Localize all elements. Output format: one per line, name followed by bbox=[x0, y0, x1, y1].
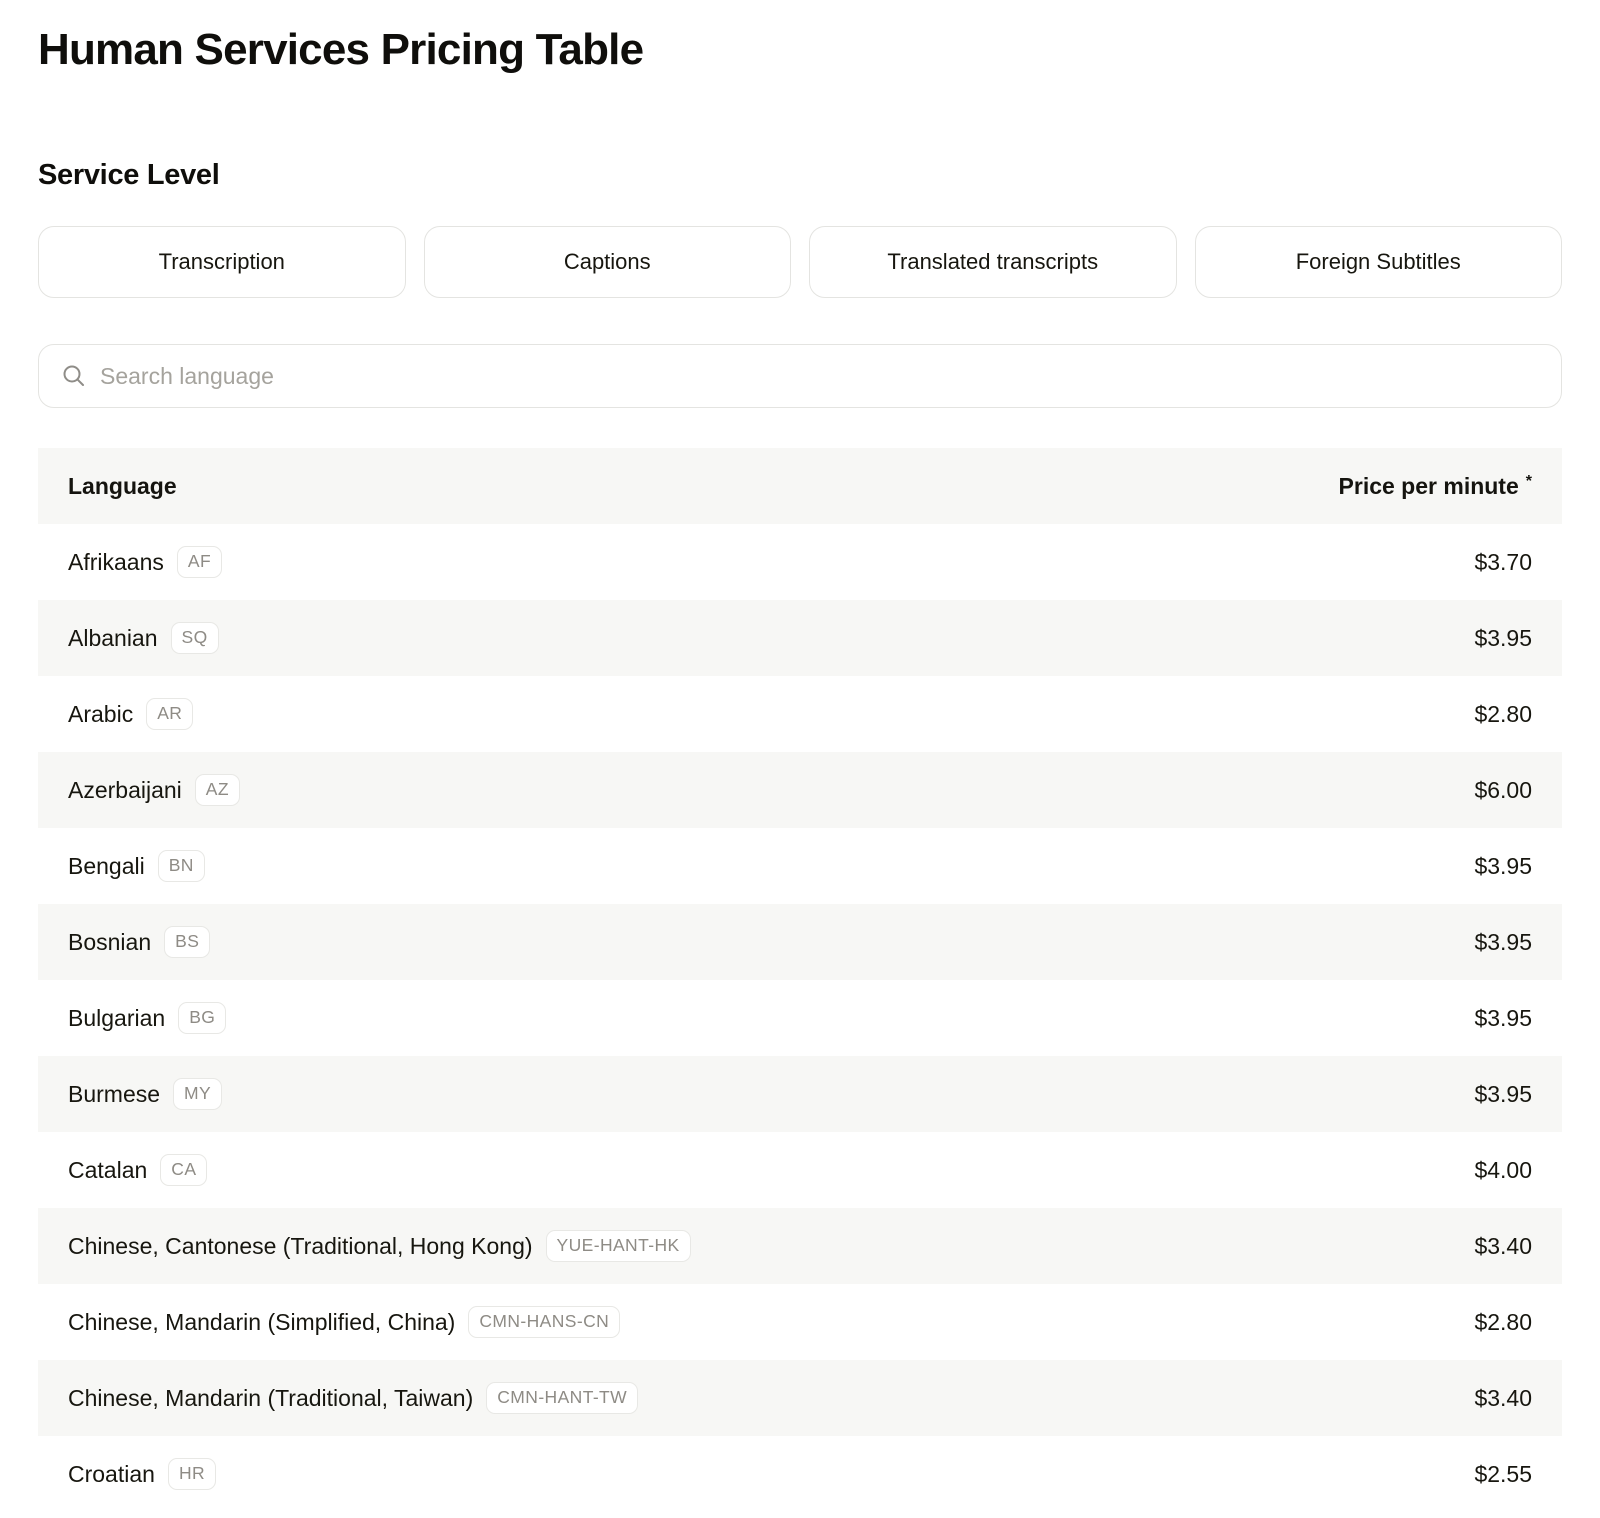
price-value: $3.40 bbox=[1474, 1232, 1532, 1259]
language-cell: Chinese, Cantonese (Traditional, Hong Ko… bbox=[68, 1229, 1474, 1263]
language-cell: Bengali BN bbox=[68, 849, 1474, 883]
language-name: Chinese, Mandarin (Simplified, China) bbox=[68, 1308, 456, 1335]
language-cell: Chinese, Mandarin (Simplified, China) CM… bbox=[68, 1305, 1474, 1339]
price-value: $3.95 bbox=[1474, 852, 1532, 879]
pricing-table-header: Language Price per minute * bbox=[38, 448, 1562, 525]
language-code-badge: AR bbox=[146, 697, 194, 731]
language-code-badge: CA bbox=[160, 1153, 208, 1187]
language-cell: Afrikaans AF bbox=[68, 545, 1474, 579]
language-code-badge: SQ bbox=[170, 621, 219, 655]
price-value: $2.80 bbox=[1474, 1308, 1532, 1335]
language-name: Arabic bbox=[68, 700, 134, 727]
price-value: $3.95 bbox=[1474, 928, 1532, 955]
search-bar bbox=[38, 344, 1562, 409]
language-cell: Azerbaijani AZ bbox=[68, 773, 1474, 807]
tab-foreign-subtitles[interactable]: Foreign Subtitles bbox=[1194, 226, 1562, 299]
pricing-table: Language Price per minute * Afrikaans AF … bbox=[38, 448, 1562, 1512]
table-row: Croatian HR $2.55 bbox=[38, 1436, 1562, 1512]
tab-captions[interactable]: Captions bbox=[423, 226, 791, 299]
page-title: Human Services Pricing Table bbox=[38, 25, 644, 74]
language-cell: Albanian SQ bbox=[68, 621, 1474, 655]
search-input[interactable] bbox=[100, 362, 1539, 390]
language-code-badge: CMN-HANT-TW bbox=[486, 1381, 639, 1415]
language-cell: Arabic AR bbox=[68, 697, 1474, 731]
language-code-badge: BN bbox=[157, 849, 205, 883]
language-code-badge: CMN-HANS-CN bbox=[468, 1305, 621, 1339]
price-value: $3.95 bbox=[1474, 624, 1532, 651]
price-value: $2.55 bbox=[1474, 1460, 1532, 1487]
price-value: $3.70 bbox=[1474, 548, 1532, 575]
language-name: Catalan bbox=[68, 1156, 148, 1183]
language-name: Albanian bbox=[68, 624, 158, 651]
tab-transcription[interactable]: Transcription bbox=[38, 226, 406, 299]
table-row: Catalan CA $4.00 bbox=[38, 1132, 1562, 1208]
price-footnote-marker: * bbox=[1525, 472, 1532, 490]
price-value: $4.00 bbox=[1474, 1156, 1532, 1183]
pricing-table-body: Afrikaans AF $3.70 Albanian SQ $3.95 Ara… bbox=[38, 524, 1562, 1512]
language-code-badge: AF bbox=[176, 545, 223, 579]
table-row: Chinese, Mandarin (Traditional, Taiwan) … bbox=[38, 1360, 1562, 1437]
price-value: $3.95 bbox=[1474, 1080, 1532, 1107]
language-cell: Chinese, Mandarin (Traditional, Taiwan) … bbox=[68, 1381, 1474, 1415]
language-name: Chinese, Mandarin (Traditional, Taiwan) bbox=[68, 1384, 474, 1411]
column-header-language: Language bbox=[68, 472, 177, 499]
table-row: Chinese, Cantonese (Traditional, Hong Ko… bbox=[38, 1208, 1562, 1285]
price-value: $3.95 bbox=[1474, 1004, 1532, 1031]
table-row: Bengali BN $3.95 bbox=[38, 828, 1562, 904]
language-name: Azerbaijani bbox=[68, 776, 182, 803]
tab-translated-transcripts[interactable]: Translated transcripts bbox=[809, 226, 1177, 299]
search-icon bbox=[61, 363, 87, 389]
service-level-tabs: Transcription Captions Translated transc… bbox=[38, 226, 1562, 299]
table-row: Azerbaijani AZ $6.00 bbox=[38, 752, 1562, 829]
price-value: $2.80 bbox=[1474, 700, 1532, 727]
language-cell: Bosnian BS bbox=[68, 925, 1474, 959]
table-row: Arabic AR $2.80 bbox=[38, 676, 1562, 752]
language-code-badge: MY bbox=[173, 1077, 223, 1111]
language-name: Bosnian bbox=[68, 928, 152, 955]
language-code-badge: HR bbox=[167, 1457, 217, 1491]
column-header-price: Price per minute * bbox=[1338, 472, 1532, 499]
table-row: Albanian SQ $3.95 bbox=[38, 600, 1562, 677]
table-row: Burmese MY $3.95 bbox=[38, 1056, 1562, 1133]
language-code-badge: BG bbox=[178, 1001, 227, 1035]
language-code-badge: YUE-HANT-HK bbox=[545, 1229, 691, 1263]
language-name: Afrikaans bbox=[68, 548, 164, 575]
service-level-heading: Service Level bbox=[38, 158, 220, 191]
table-row: Bosnian BS $3.95 bbox=[38, 904, 1562, 981]
language-code-badge: AZ bbox=[194, 773, 240, 807]
price-value: $6.00 bbox=[1474, 776, 1532, 803]
price-value: $3.40 bbox=[1474, 1384, 1532, 1411]
language-name: Bengali bbox=[68, 852, 145, 879]
language-name: Croatian bbox=[68, 1460, 155, 1487]
table-row: Chinese, Mandarin (Simplified, China) CM… bbox=[38, 1284, 1562, 1360]
language-cell: Burmese MY bbox=[68, 1077, 1474, 1111]
language-cell: Catalan CA bbox=[68, 1153, 1474, 1187]
table-row: Bulgarian BG $3.95 bbox=[38, 980, 1562, 1056]
language-cell: Croatian HR bbox=[68, 1457, 1474, 1491]
language-code-badge: BS bbox=[164, 925, 211, 959]
language-name: Chinese, Cantonese (Traditional, Hong Ko… bbox=[68, 1232, 533, 1259]
language-name: Burmese bbox=[68, 1080, 161, 1107]
language-cell: Bulgarian BG bbox=[68, 1001, 1474, 1035]
language-name: Bulgarian bbox=[68, 1004, 166, 1031]
table-row: Afrikaans AF $3.70 bbox=[38, 524, 1562, 600]
